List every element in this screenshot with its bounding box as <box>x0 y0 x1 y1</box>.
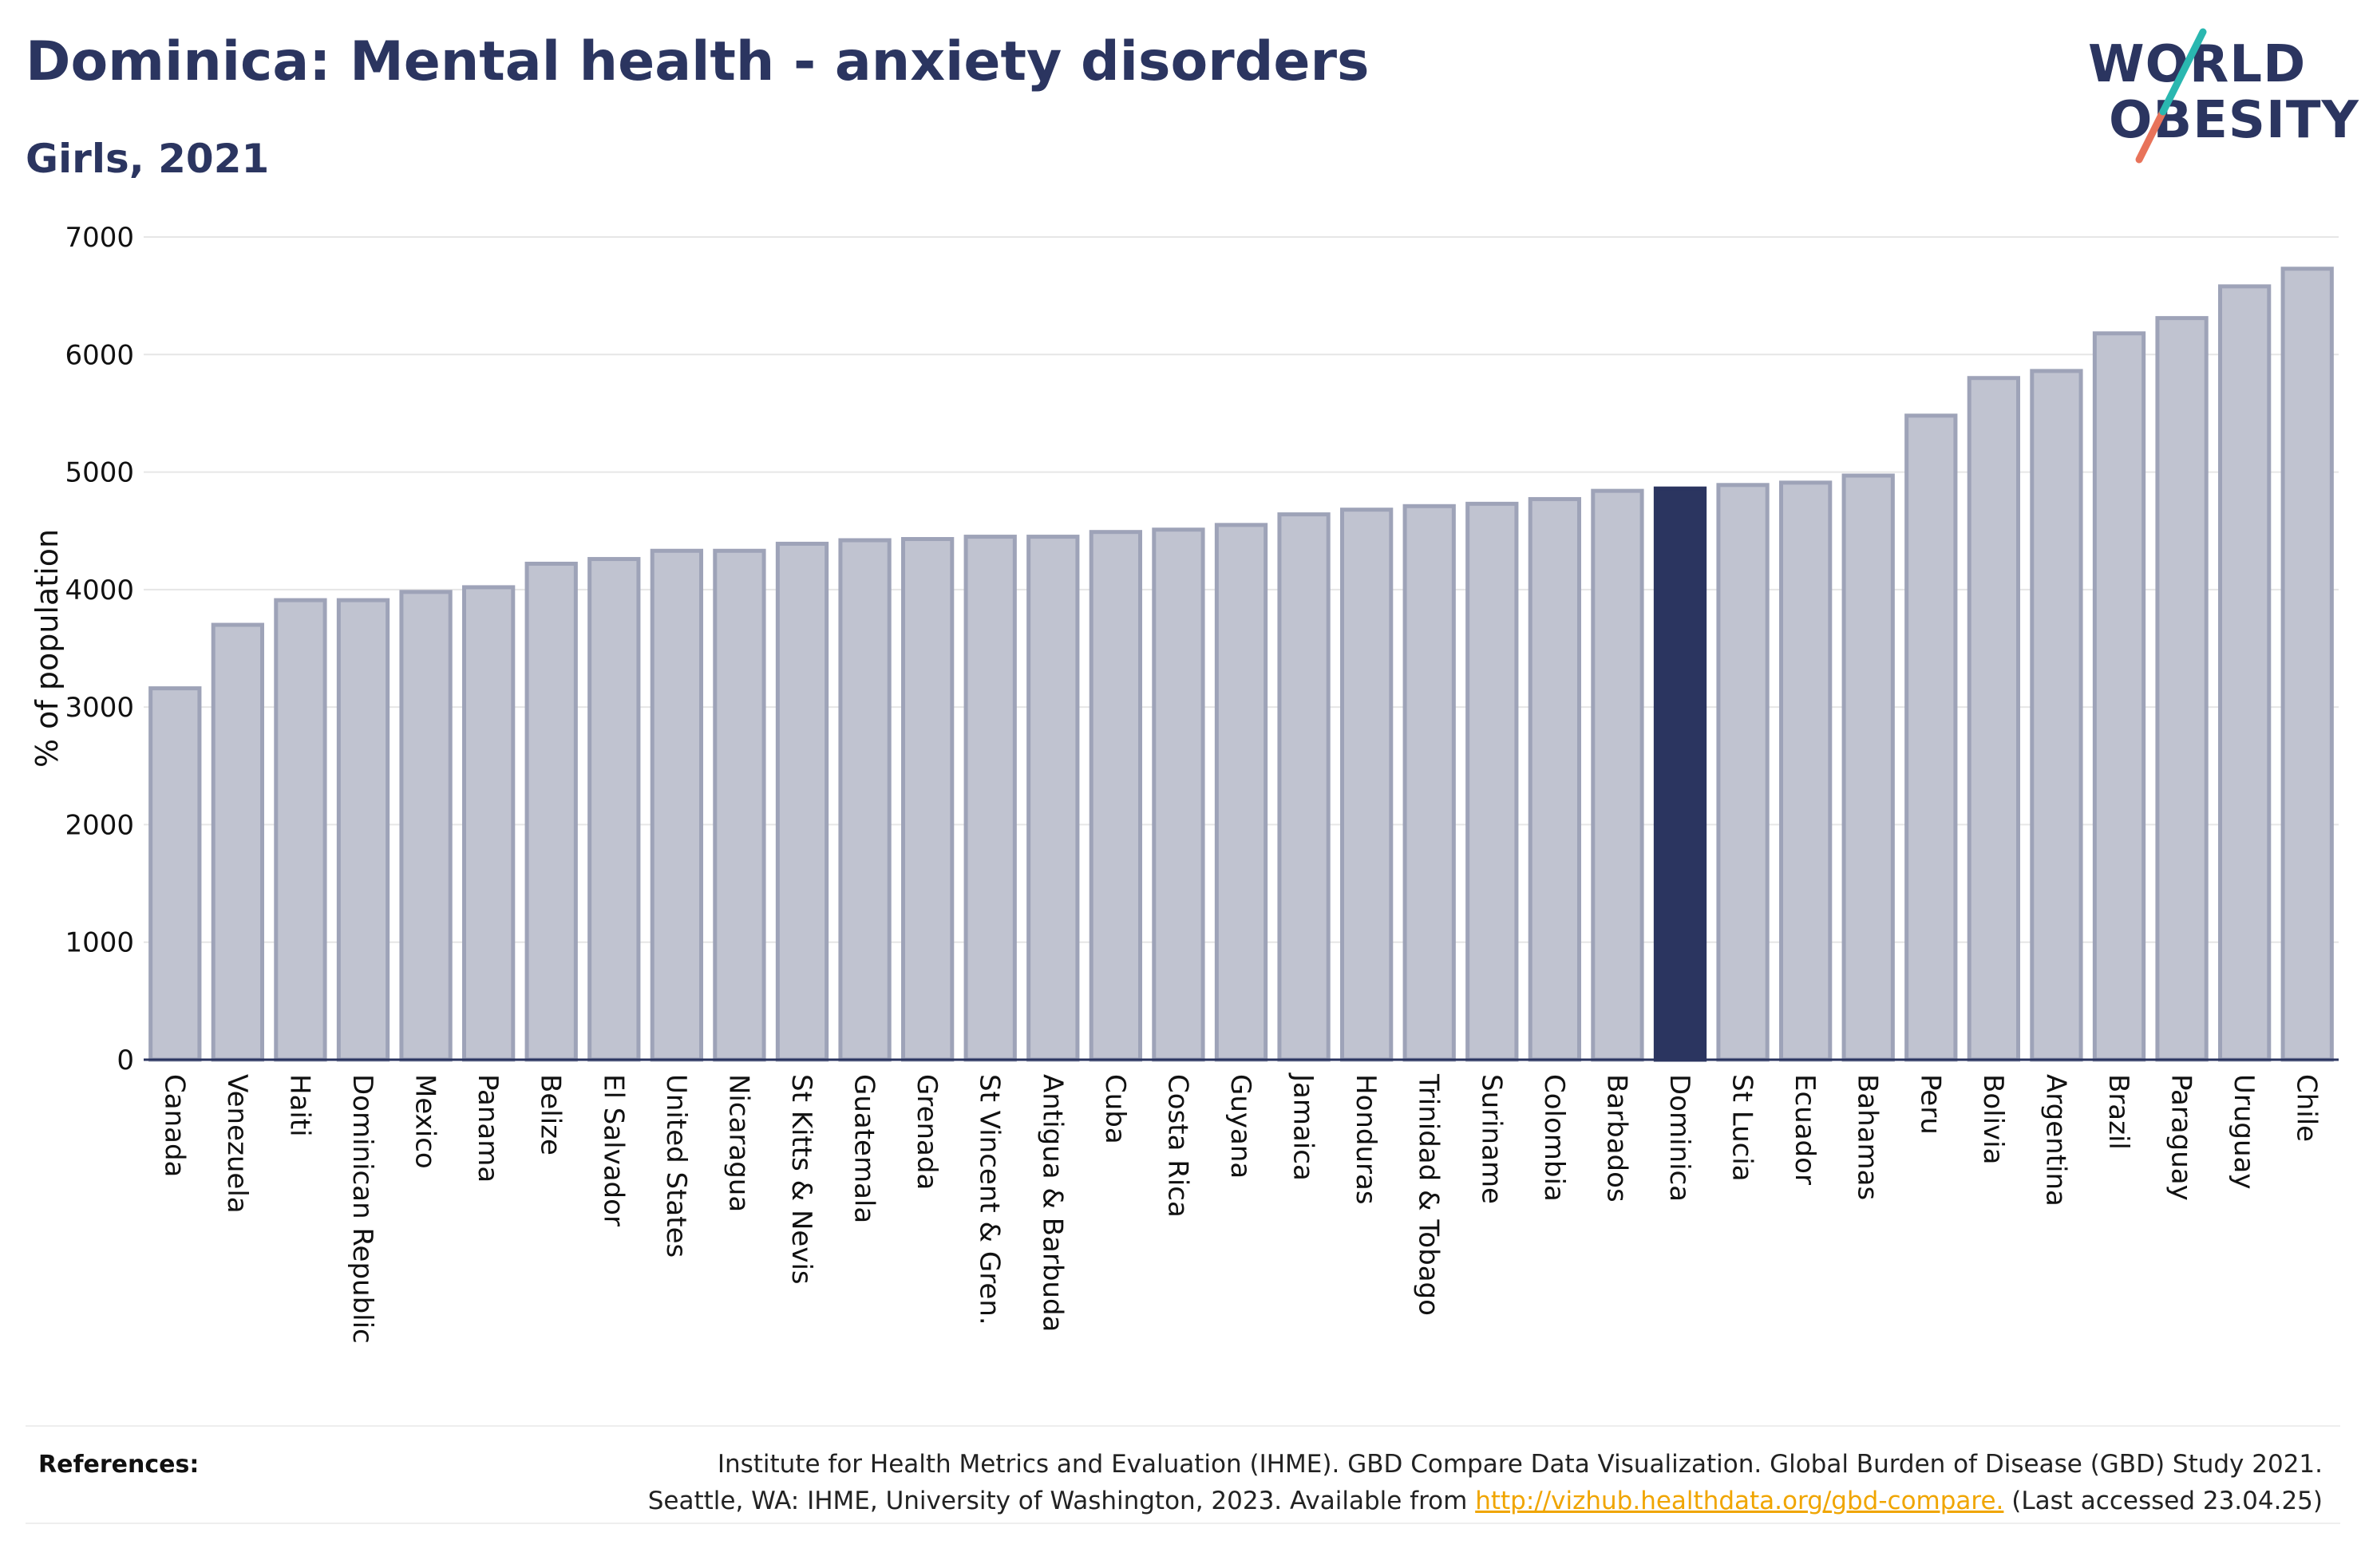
bar-ecuador <box>1779 480 1833 1062</box>
world-obesity-logo: WORLD OBESITY <box>2075 24 2359 168</box>
bar-costa-rica <box>1152 527 1205 1062</box>
y-tick-label: 4000 <box>65 575 134 606</box>
bar-uruguay <box>2218 284 2272 1062</box>
bar-dominica <box>1653 486 1707 1062</box>
x-tick-label: Antigua & Barbuda <box>1036 1074 1068 1332</box>
y-tick-label: 0 <box>117 1045 134 1076</box>
x-tick-label: Costa Rica <box>1161 1074 1193 1218</box>
references-line-1: Institute for Health Metrics and Evaluat… <box>717 1450 2323 1479</box>
bar-barbados <box>1591 488 1644 1062</box>
x-tick-label: Peru <box>1914 1074 1946 1135</box>
x-tick-label: Colombia <box>1538 1074 1570 1202</box>
bar-grenada <box>901 537 955 1062</box>
references-link[interactable]: http://vizhub.healthdata.org/gbd-compare… <box>1475 1487 2004 1515</box>
x-tick-label: Panama <box>472 1074 504 1183</box>
x-tick-label: Dominican Republic <box>346 1074 378 1344</box>
bar-nicaragua <box>713 548 766 1062</box>
x-tick-label: Canada <box>158 1074 190 1177</box>
page-title: Dominica: Mental health - anxiety disord… <box>26 30 1370 93</box>
y-tick-label: 5000 <box>65 457 134 489</box>
x-tick-label: Suriname <box>1475 1074 1507 1204</box>
y-tick-label: 1000 <box>65 927 134 959</box>
x-tick-label: St Lucia <box>1726 1074 1758 1182</box>
bar-argentina <box>2030 369 2083 1062</box>
x-tick-label: Brazil <box>2102 1074 2134 1150</box>
x-tick-label: Bahamas <box>1852 1074 1884 1200</box>
x-tick-label: United States <box>660 1074 692 1258</box>
x-tick-label: Belize <box>535 1074 567 1155</box>
y-tick-label: 2000 <box>65 809 134 841</box>
x-tick-label: St Kitts & Nevis <box>785 1074 817 1285</box>
x-tick-label: Paraguay <box>2165 1074 2197 1201</box>
x-tick-label: Nicaragua <box>722 1074 754 1212</box>
x-tick-label: Bolivia <box>1977 1074 2009 1164</box>
bar-antigua-barbuda <box>1026 535 1080 1062</box>
bar-el-salvador <box>587 557 641 1062</box>
bar-cuba <box>1089 530 1142 1062</box>
bar-st-lucia <box>1716 483 1770 1062</box>
x-tick-label: El Salvador <box>597 1074 629 1226</box>
bar-chile <box>2280 267 2334 1062</box>
bar-chart: 0 1000 2000 3000 4000 5000 6000 7000 % of popula… <box>30 222 2339 1344</box>
y-tick-label: 6000 <box>65 339 134 371</box>
bar-canada <box>148 686 202 1062</box>
bar-jamaica <box>1277 512 1331 1062</box>
x-tick-label: Honduras <box>1350 1074 1382 1205</box>
x-tick-label: Guatemala <box>848 1074 880 1223</box>
bar-bolivia <box>1967 376 2021 1062</box>
x-tick-label: Ecuador <box>1789 1074 1821 1185</box>
bar-trinidad-tobago <box>1402 504 1456 1062</box>
bar-venezuela <box>211 622 265 1062</box>
bar-st-kitts-nevis <box>775 541 829 1062</box>
bar-bahamas <box>1841 473 1895 1062</box>
references-divider-bottom <box>26 1523 2340 1524</box>
x-tick-label: Grenada <box>911 1074 943 1190</box>
x-tick-label: Trinidad & Tobago <box>1413 1073 1445 1316</box>
x-tick-label: Barbados <box>1600 1074 1632 1203</box>
x-tick-label: Uruguay <box>2228 1074 2260 1190</box>
x-tick-label: Chile <box>2291 1074 2323 1142</box>
bar-belize <box>524 561 578 1062</box>
bar-mexico <box>399 590 453 1062</box>
bar-peru <box>1904 413 1958 1062</box>
bar-haiti <box>274 598 327 1062</box>
logo-slash-icon <box>2135 28 2207 164</box>
references-line-2: Seattle, WA: IHME, University of Washing… <box>648 1483 2323 1519</box>
references-line-2-prefix: Seattle, WA: IHME, University of Washing… <box>647 1487 1476 1515</box>
bar-united-states <box>650 548 704 1062</box>
y-tick-label: 7000 <box>65 222 134 254</box>
references-divider-top <box>26 1425 2340 1427</box>
bar-st-vincent-gren- <box>963 535 1017 1062</box>
x-tick-label: Haiti <box>283 1074 315 1137</box>
bar-honduras <box>1340 508 1394 1062</box>
x-tick-label: Cuba <box>1099 1074 1131 1144</box>
x-tick-label: Guyana <box>1224 1074 1256 1179</box>
x-tick-label: St Vincent & Gren. <box>974 1074 1006 1325</box>
y-tick-label: 3000 <box>65 692 134 724</box>
x-tick-label: Argentina <box>2039 1074 2071 1207</box>
bar-suriname <box>1465 501 1519 1062</box>
bar-brazil <box>2092 331 2146 1062</box>
bar-panama <box>462 585 516 1062</box>
bar-paraguay <box>2155 316 2209 1062</box>
bar-dominican-republic <box>336 598 390 1062</box>
y-axis-label: % of population <box>30 529 65 768</box>
bar-guatemala <box>838 538 892 1062</box>
x-tick-label: Dominica <box>1663 1074 1695 1202</box>
page-subtitle: Girls, 2021 <box>26 136 270 182</box>
references-line-2-suffix: (Last accessed 23.04.25) <box>2003 1487 2323 1515</box>
x-tick-label: Jamaica <box>1287 1072 1319 1181</box>
x-tick-label: Venezuela <box>221 1074 253 1214</box>
bar-colombia <box>1528 496 1581 1062</box>
bar-guyana <box>1214 523 1268 1062</box>
x-tick-label: Mexico <box>409 1074 441 1169</box>
references-text: Institute for Health Metrics and Evaluat… <box>648 1446 2323 1519</box>
references-label: References: <box>38 1451 200 1479</box>
